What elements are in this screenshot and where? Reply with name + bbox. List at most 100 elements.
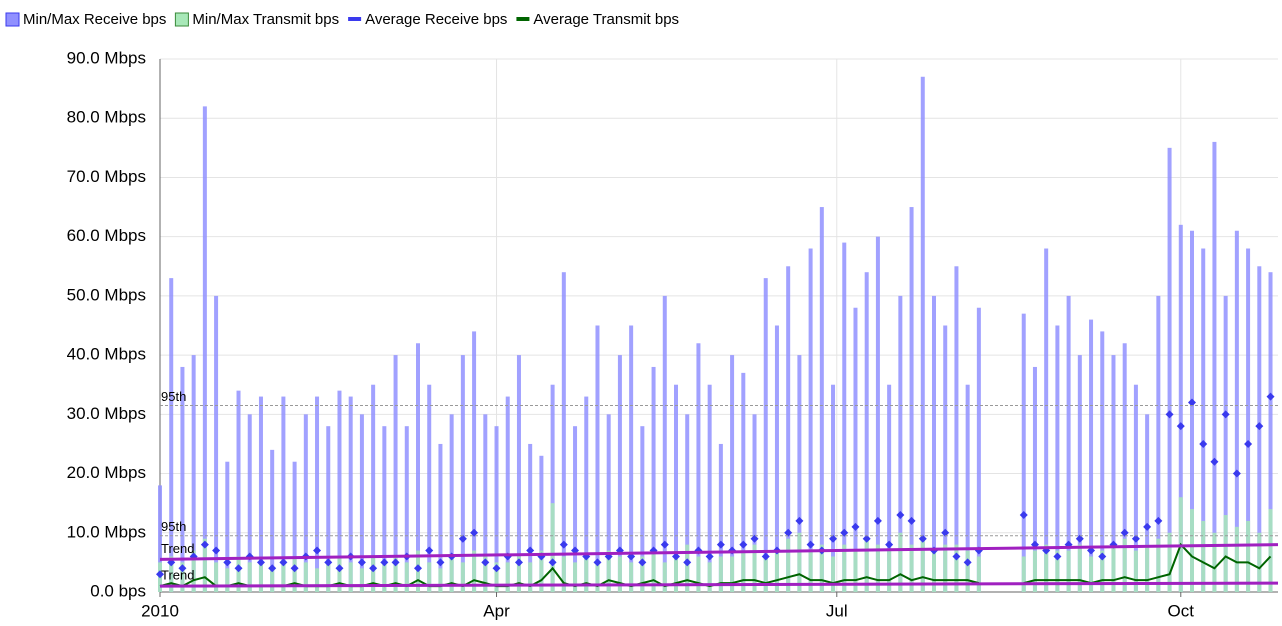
- y-tick-label: 10.0 Mbps: [67, 522, 146, 541]
- range-bar: [236, 556, 241, 592]
- range-bar: [1111, 544, 1116, 592]
- range-bar: [1066, 550, 1071, 592]
- range-bar: [831, 384, 836, 592]
- range-bar: [1055, 325, 1060, 592]
- range-bar: [808, 248, 813, 592]
- range-bar: [651, 366, 656, 592]
- range-bar: [1212, 141, 1217, 592]
- average-marker: [638, 558, 647, 567]
- range-bar: [214, 295, 219, 592]
- range-bar: [752, 544, 757, 592]
- average-marker: [1221, 410, 1230, 419]
- range-bar: [1167, 532, 1172, 592]
- range-bar: [281, 396, 286, 592]
- y-tick-label: 0.0 bps: [90, 581, 146, 600]
- average-marker: [1019, 511, 1028, 520]
- range-bar: [573, 426, 578, 592]
- range-bar: [449, 556, 454, 592]
- range-bar: [1122, 343, 1127, 592]
- range-bar: [1133, 384, 1138, 592]
- average-marker: [223, 558, 232, 567]
- range-bar: [1201, 520, 1206, 592]
- range-bar: [932, 295, 936, 592]
- y-tick-label: 30.0 Mbps: [67, 404, 146, 423]
- average-marker: [862, 534, 871, 543]
- average-marker: [256, 558, 265, 567]
- range-bar: [528, 562, 533, 592]
- range-bar: [303, 562, 308, 592]
- average-marker: [1143, 522, 1152, 531]
- average-marker: [784, 528, 793, 537]
- average-marker: [391, 558, 400, 567]
- range-bar: [359, 568, 364, 592]
- average-marker: [761, 552, 770, 561]
- range-bar: [741, 372, 746, 592]
- y-tick-label: 40.0 Mbps: [67, 345, 146, 364]
- range-bar: [158, 485, 162, 592]
- x-tick-label: 2010: [141, 601, 179, 620]
- range-bar: [1156, 295, 1161, 592]
- average-marker: [952, 552, 961, 561]
- legend-label: Min/Max Transmit bps: [192, 11, 339, 28]
- range-bar: [1021, 313, 1026, 592]
- average-marker: [436, 558, 445, 567]
- range-bar: [292, 556, 297, 592]
- range-bar: [831, 556, 836, 592]
- range-bar: [270, 568, 275, 592]
- range-bar: [674, 556, 678, 592]
- range-bar: [842, 242, 847, 593]
- range-bar: [337, 556, 342, 592]
- range-bar: [292, 461, 297, 592]
- range-bar: [371, 556, 376, 592]
- range-bar: [404, 562, 409, 592]
- range-bar: [707, 384, 712, 592]
- range-bar: [774, 550, 779, 592]
- range-bar: [629, 562, 634, 592]
- range-bar: [898, 532, 903, 592]
- range-bar: [382, 426, 387, 592]
- range-bar: [1268, 509, 1273, 592]
- range-bar: [730, 355, 735, 592]
- range-bar: [976, 556, 981, 592]
- average-marker: [896, 511, 905, 520]
- range-bar: [371, 384, 376, 592]
- range-bar: [943, 325, 948, 592]
- average-marker: [548, 558, 557, 567]
- average-marker: [806, 540, 815, 549]
- range-bar: [763, 278, 768, 592]
- range-bar: [1190, 509, 1194, 592]
- average-marker: [268, 564, 277, 573]
- range-bar: [965, 384, 970, 592]
- average-marker: [963, 558, 972, 567]
- range-bar: [539, 550, 544, 592]
- trend-line: [159, 581, 1279, 588]
- range-bar: [696, 556, 701, 592]
- range-bar: [1100, 550, 1105, 592]
- range-bar: [797, 355, 802, 592]
- average-marker: [1053, 552, 1062, 561]
- x-tick-label: Apr: [483, 601, 510, 620]
- range-bar: [584, 396, 589, 592]
- range-bar: [315, 396, 320, 592]
- trend-label: Trend: [161, 541, 194, 556]
- average-marker: [1075, 534, 1084, 543]
- range-bar: [1021, 556, 1026, 592]
- average-marker: [672, 552, 680, 561]
- range-bar: [202, 538, 207, 592]
- range-bar: [494, 562, 499, 592]
- average-marker: [683, 558, 692, 567]
- average-marker: [716, 540, 725, 549]
- range-bar: [629, 325, 634, 592]
- range-bar: [617, 556, 622, 592]
- range-bar: [550, 503, 555, 592]
- range-bar: [169, 556, 174, 592]
- range-bar: [595, 325, 600, 592]
- range-bar: [640, 426, 645, 592]
- range-bar: [965, 550, 970, 592]
- range-bar: [258, 562, 263, 592]
- average-marker: [526, 546, 535, 555]
- range-bar: [786, 538, 791, 592]
- legend-swatch: [348, 17, 362, 21]
- range-bar: [225, 461, 230, 592]
